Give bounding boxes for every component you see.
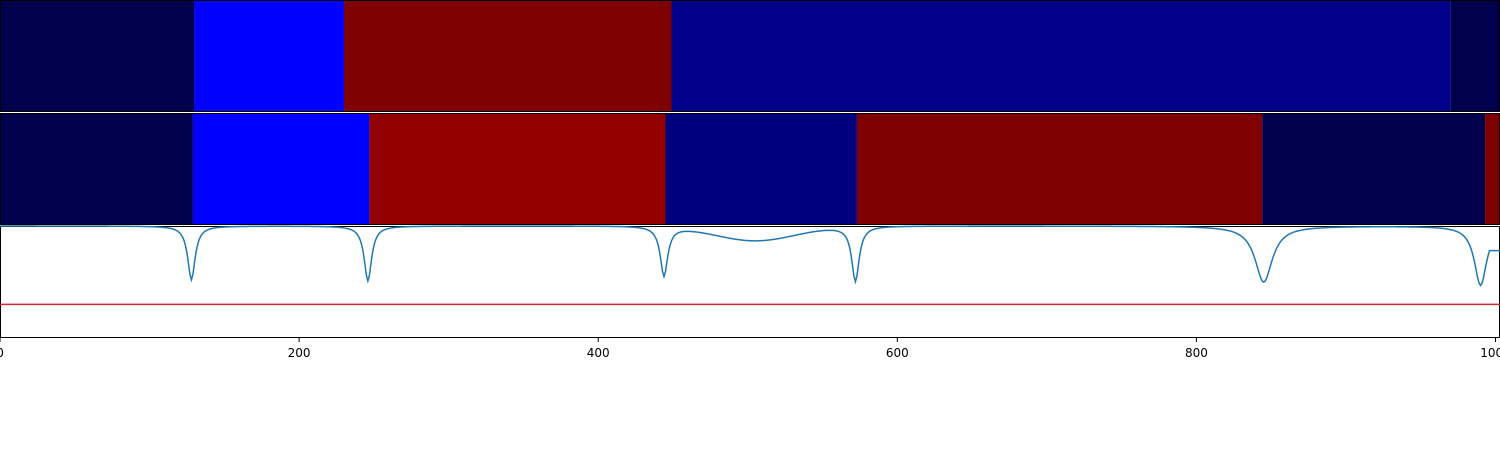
track-1-segment-2 bbox=[194, 0, 344, 112]
x-tick-label-1000: 1000 bbox=[1480, 346, 1500, 360]
track-1-segment-3 bbox=[343, 0, 672, 112]
track-2-segment-1 bbox=[0, 113, 193, 225]
track-1-segment-1 bbox=[0, 0, 195, 112]
x-tick-label-200: 200 bbox=[288, 346, 311, 360]
x-axis: 0 200 400 600 800 1000 bbox=[0, 338, 1500, 360]
series-line bbox=[0, 225, 1500, 287]
x-tick-label-400: 400 bbox=[587, 346, 610, 360]
track-2-segment-4 bbox=[665, 113, 857, 225]
line-panel-frame bbox=[0, 226, 1500, 338]
heatmap-track-1 bbox=[0, 0, 1500, 112]
track-2-segment-5 bbox=[856, 113, 1263, 225]
track-1-segment-5 bbox=[1450, 0, 1500, 112]
x-tick-label-0: 0 bbox=[0, 346, 4, 360]
heatmap-track-2 bbox=[0, 113, 1500, 225]
track-2-segment-7 bbox=[1485, 113, 1500, 225]
track-2-segment-2 bbox=[192, 113, 370, 225]
x-tick-label-800: 800 bbox=[1185, 346, 1208, 360]
track-2-segment-6 bbox=[1262, 113, 1486, 225]
line-panel bbox=[0, 225, 1500, 338]
track-2-segment-3 bbox=[369, 113, 666, 225]
x-tick-label-600: 600 bbox=[886, 346, 909, 360]
track-1-segment-4 bbox=[671, 0, 1451, 112]
